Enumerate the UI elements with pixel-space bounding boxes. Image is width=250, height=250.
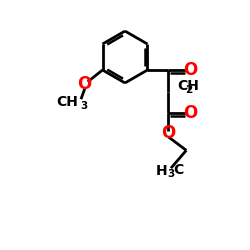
Text: C: C xyxy=(174,162,184,176)
Text: CH: CH xyxy=(177,79,199,93)
Text: 3: 3 xyxy=(80,100,87,110)
Text: CH: CH xyxy=(56,96,78,110)
Text: H: H xyxy=(156,164,167,177)
Text: O: O xyxy=(183,104,198,122)
Text: O: O xyxy=(161,124,176,142)
Text: O: O xyxy=(78,75,92,93)
Text: 3: 3 xyxy=(167,168,174,178)
Text: 2: 2 xyxy=(186,85,193,95)
Text: O: O xyxy=(183,61,198,79)
